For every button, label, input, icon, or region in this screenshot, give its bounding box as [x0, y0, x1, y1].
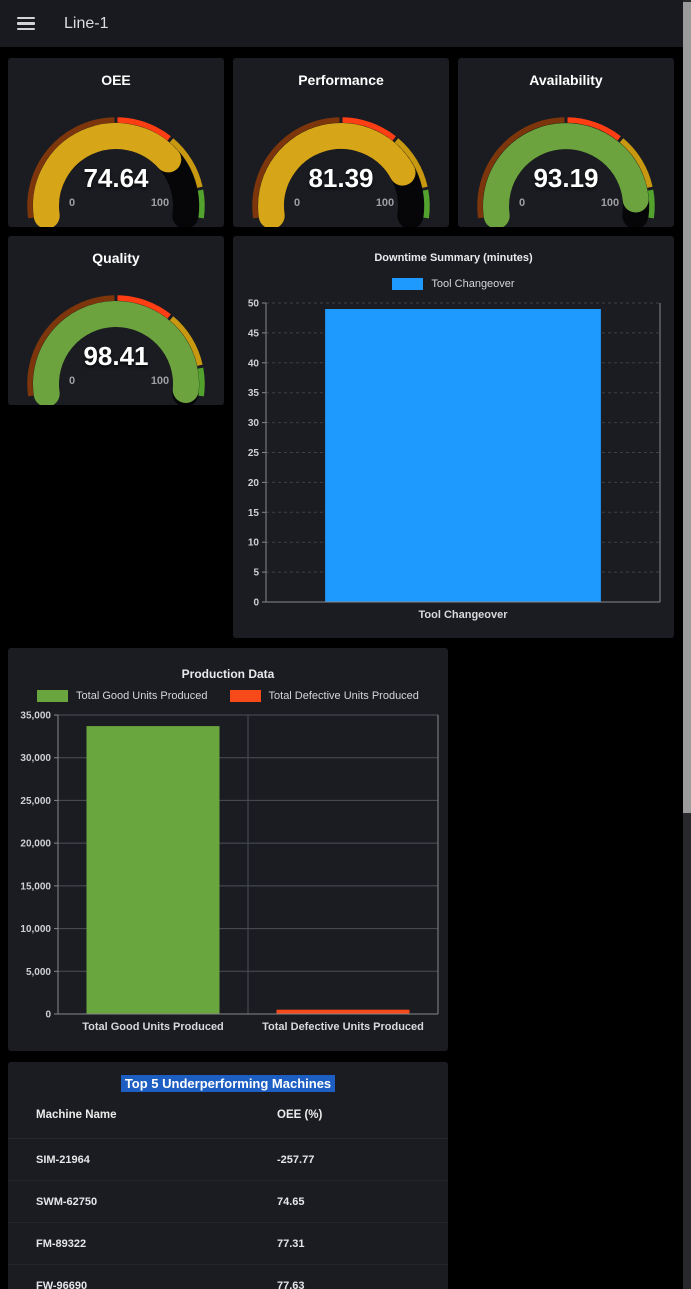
gauge-max-label: 100 — [150, 375, 170, 387]
y-tick-label: 35 — [248, 388, 260, 399]
gauge-value: 81.39 — [308, 163, 374, 193]
gauge-min-label: 0 — [68, 375, 76, 387]
table-row: FM-89322 77.31 — [8, 1223, 448, 1265]
machine-name-cell: FM-89322 — [36, 1237, 87, 1250]
oee-gauge-arc — [27, 117, 205, 227]
production-chart-xlabels: Total Good Units Produced Total Defective… — [58, 1021, 438, 1033]
table-title: Top 5 Underperforming Machines — [120, 1075, 336, 1092]
panel-title-oee[interactable]: OEE — [101, 72, 131, 88]
legend-swatch-icon — [229, 690, 261, 702]
panel-title-availability[interactable]: Availability — [529, 72, 603, 88]
y-tick-label: 15 — [248, 508, 260, 519]
menu-button[interactable] — [13, 10, 39, 38]
y-tick-label: 30 — [248, 418, 260, 429]
panel-production-data: Production Data Total Good Units Produce… — [8, 648, 448, 1051]
panel-title-performance[interactable]: Performance — [298, 72, 384, 88]
y-tick-label: 0 — [253, 598, 259, 608]
scrollbar-thumb[interactable] — [683, 2, 691, 813]
gauge-min-label: 0 — [293, 197, 301, 209]
y-tick-label: 30,000 — [20, 753, 51, 764]
scrollbar-track[interactable] — [683, 0, 691, 1289]
panel-top5-machines: Top 5 Underperforming Machines Machine N… — [8, 1062, 448, 1289]
gauge-max-label: 100 — [375, 197, 395, 209]
column-header-oee: OEE (%) — [277, 1108, 323, 1121]
performance-gauge-arc — [252, 117, 430, 227]
y-tick-label: 5 — [253, 568, 259, 579]
y-tick-label: 40 — [248, 358, 260, 369]
top-bar: Line-1 — [0, 0, 691, 47]
table-title-wrap: Top 5 Underperforming Machines — [8, 1062, 448, 1092]
downtime-chart-title: Downtime Summary (minutes) — [374, 252, 533, 264]
y-tick-label: 15,000 — [20, 881, 51, 892]
y-tick-label: 35,000 — [20, 711, 51, 722]
hamburger-icon — [17, 16, 35, 31]
gauge-min-label: 0 — [68, 197, 76, 209]
legend-label: Total Good Units Produced — [76, 690, 208, 702]
gauge-value: 93.19 — [533, 163, 599, 193]
legend-label: Tool Changeover — [431, 278, 515, 290]
legend-item[interactable]: Tool Changeover — [392, 278, 515, 290]
panel-performance: Performance 81.39 0 100 — [233, 58, 449, 227]
machine-name-cell: FW-96690 — [36, 1279, 88, 1289]
y-tick-label: 50 — [248, 299, 260, 310]
panel-availability: Availability 93.19 0 100 — [458, 58, 674, 227]
x-category-label: Tool Changeover — [418, 609, 508, 621]
legend-item[interactable]: Total Good Units Produced — [37, 690, 208, 702]
y-tick-label: 25,000 — [20, 796, 51, 807]
y-tick-label: 45 — [248, 328, 260, 339]
panel-quality: Quality 98.41 0 100 — [8, 236, 224, 405]
downtime-chart-xlabels: Tool Changeover — [266, 609, 660, 621]
table-body: SIM-21964 -257.77 SWM-62750 74.65 FM-89322 77… — [8, 1139, 448, 1289]
y-tick-label: 20 — [248, 478, 260, 489]
machine-name-cell: SWM-62750 — [36, 1195, 98, 1208]
legend-item[interactable]: Total Defective Units Produced — [229, 690, 419, 702]
oee-value-cell: 77.31 — [277, 1237, 305, 1250]
oee-value-cell: -257.77 — [277, 1153, 315, 1166]
y-tick-label: 10,000 — [20, 924, 51, 935]
production-chart-legend: Total Good Units Produced Total Defective… — [8, 689, 448, 703]
production-chart-title: Production Data — [181, 667, 275, 681]
oee-value-cell: 74.65 — [277, 1195, 305, 1208]
gauge-value: 98.41 — [83, 341, 149, 371]
gauge-value: 74.64 — [83, 163, 149, 193]
table-row: SIM-21964 -257.77 — [8, 1139, 448, 1181]
x-category-label: Total Defective Units Produced — [262, 1021, 424, 1033]
y-tick-label: 20,000 — [20, 839, 51, 850]
quality-gauge-arc — [27, 295, 205, 405]
table-header-row: Machine Name OEE (%) — [8, 1091, 448, 1139]
availability-gauge-arc — [477, 117, 655, 227]
panel-downtime-summary: Downtime Summary (minutes) Tool Changeov… — [233, 236, 674, 638]
machine-name-cell: SIM-21964 — [36, 1153, 90, 1166]
x-category-label: Total Good Units Produced — [82, 1021, 224, 1033]
legend-swatch-icon — [37, 690, 69, 702]
table-row: SWM-62750 74.65 — [8, 1181, 448, 1223]
y-tick-label: 25 — [248, 448, 260, 459]
legend-swatch-icon — [392, 278, 424, 290]
bar — [276, 1009, 410, 1014]
dashboard-title: Line-1 — [64, 14, 109, 32]
production-chart-plot: 0 5,000 10,000 15,000 20,000 25,000 30,000 35,0… — [20, 711, 439, 1020]
gauge-max-label: 100 — [150, 197, 170, 209]
column-header-machine-name: Machine Name — [36, 1108, 117, 1121]
y-tick-label: 5,000 — [26, 967, 51, 978]
bar — [325, 309, 601, 602]
panel-title-quality[interactable]: Quality — [92, 250, 140, 266]
gauge-min-label: 0 — [518, 197, 526, 209]
table-row: FW-96690 77.63 — [8, 1265, 448, 1289]
panel-oee: OEE 74.64 0 100 — [8, 58, 224, 227]
bar — [86, 726, 220, 1014]
y-tick-label: 0 — [45, 1010, 51, 1020]
gauge-max-label: 100 — [600, 197, 620, 209]
downtime-chart-legend: Tool Changeover — [233, 277, 674, 291]
legend-label: Total Defective Units Produced — [268, 690, 419, 702]
downtime-chart-plot: 0 5 10 15 20 25 30 35 40 45 50 — [248, 299, 661, 608]
y-tick-label: 10 — [248, 538, 260, 549]
oee-value-cell: 77.63 — [277, 1279, 305, 1289]
